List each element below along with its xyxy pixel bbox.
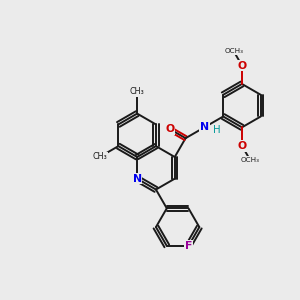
Text: O: O [165, 124, 174, 134]
Text: OCH₃: OCH₃ [224, 48, 243, 54]
Text: N: N [200, 122, 209, 132]
Text: O: O [237, 141, 247, 151]
Text: H: H [213, 125, 221, 135]
Text: N: N [133, 174, 142, 184]
Text: CH₃: CH₃ [92, 152, 107, 161]
Text: OCH₃: OCH₃ [241, 157, 260, 163]
Text: CH₃: CH₃ [130, 87, 145, 96]
Text: F: F [185, 241, 192, 251]
Text: O: O [237, 61, 247, 70]
